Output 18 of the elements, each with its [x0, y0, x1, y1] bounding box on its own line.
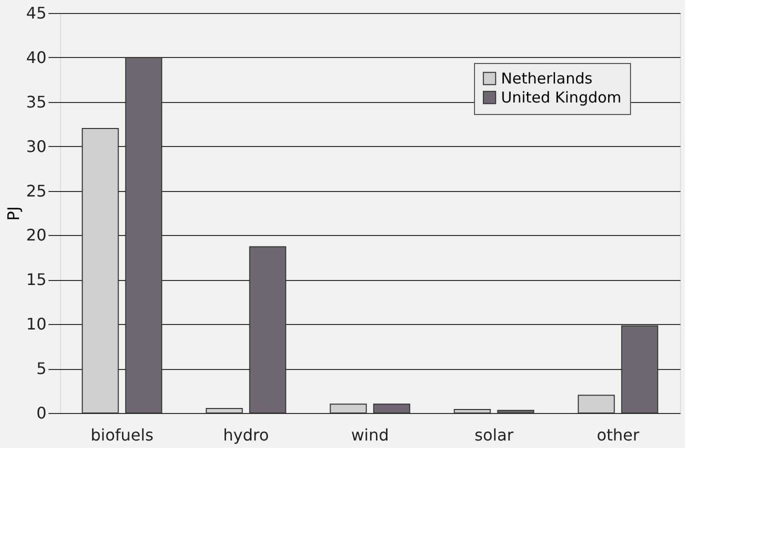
x-tick-label: wind [351, 426, 389, 444]
legend-label: Netherlands [501, 70, 593, 88]
y-tick-label: 20 [26, 226, 46, 245]
y-tick-label: 10 [26, 314, 46, 334]
y-tick-label: 35 [26, 92, 46, 112]
y-tick-label: 45 [26, 4, 46, 22]
legend-label: United Kingdom [501, 88, 622, 106]
y-tick-label: 40 [26, 48, 46, 67]
y-tick-label: 5 [36, 359, 46, 378]
x-tick-label: other [596, 426, 640, 444]
x-tick-label: solar [474, 426, 514, 444]
x-tick-label: biofuels [90, 426, 154, 444]
y-tick-label: 30 [26, 136, 46, 156]
y-tick-label: 15 [26, 270, 46, 290]
y-tick-label: 0 [36, 404, 46, 422]
y-axis-title: PJ [4, 206, 24, 221]
x-tick-label: hydro [223, 426, 269, 444]
y-tick-label: 25 [26, 181, 46, 200]
